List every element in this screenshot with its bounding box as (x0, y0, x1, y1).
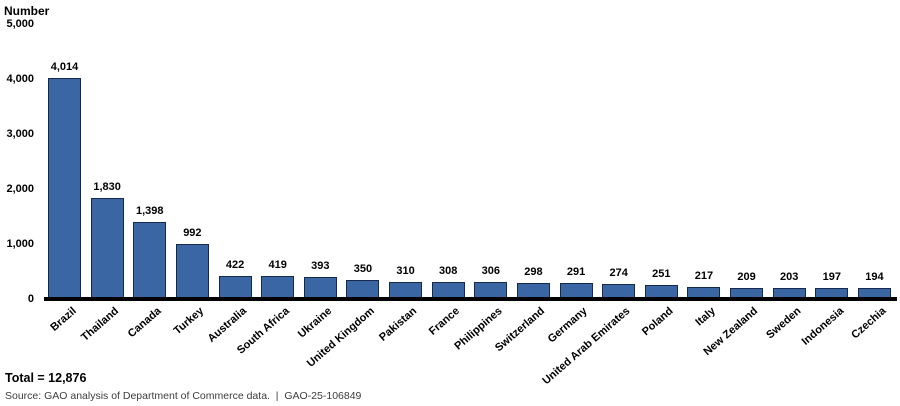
bar-value-label: 203 (780, 270, 799, 283)
bar-turkey (175, 244, 209, 300)
bar-value-label: 310 (396, 264, 415, 277)
y-axis-tick-label: 1,000 (6, 238, 34, 250)
bar-value-label: 393 (311, 260, 330, 273)
bar-value-label: 291 (566, 265, 586, 278)
bar-value-label: 350 (353, 262, 373, 275)
bar-thailand (90, 198, 124, 300)
x-axis-label: Pakistan (377, 305, 420, 344)
x-axis-label: Italy (693, 305, 718, 329)
bar-value-label: 1,830 (93, 181, 121, 194)
bar-value-label: 197 (822, 271, 841, 284)
x-axis-label: Canada (125, 305, 164, 341)
x-axis-line (44, 297, 897, 301)
bar-value-label: 274 (609, 266, 628, 279)
bar-value-label: 217 (694, 270, 714, 283)
bar-value-label: 308 (438, 265, 458, 278)
bar-value-label: 306 (481, 265, 500, 278)
bar-value-label: 298 (524, 265, 543, 278)
bar-value-label: 251 (652, 268, 671, 281)
bar-value-label: 422 (225, 258, 245, 271)
bar-value-label: 419 (268, 258, 287, 271)
source-note: Source: GAO analysis of Department of Co… (5, 390, 362, 402)
y-axis-title: Number (4, 4, 50, 18)
x-axis-label: Czechia (849, 305, 889, 342)
x-axis-label: Australia (205, 305, 249, 345)
x-axis-label: Poland (639, 305, 676, 339)
x-axis-label: Thailand (79, 305, 122, 344)
total-label: Total = 12,876 (5, 371, 87, 385)
bar-value-label: 1,398 (135, 205, 164, 218)
x-axis-label: Brazil (47, 305, 79, 334)
y-axis-tick-label: 5,000 (6, 18, 34, 30)
bar-value-label: 992 (183, 227, 202, 240)
y-axis-tick-label: 3,000 (6, 128, 34, 140)
x-axis-label: Indonesia (799, 305, 846, 348)
y-axis-tick-label: 0 (27, 293, 34, 305)
x-axis-label: France (426, 305, 463, 338)
x-axis-label: Ukraine (295, 305, 335, 341)
bar-value-label: 194 (865, 271, 884, 284)
bar-south-africa (261, 275, 295, 300)
x-axis-label: Sweden (763, 305, 804, 342)
y-axis-tick-label: 2,000 (6, 183, 34, 195)
bar-value-label: 209 (737, 270, 756, 283)
x-axis-label: United Arab Emirates (540, 305, 633, 388)
y-axis-tick-label: 4,000 (6, 73, 34, 85)
x-axis-label: Turkey (171, 305, 207, 338)
bar-value-label: 4,014 (50, 61, 79, 74)
